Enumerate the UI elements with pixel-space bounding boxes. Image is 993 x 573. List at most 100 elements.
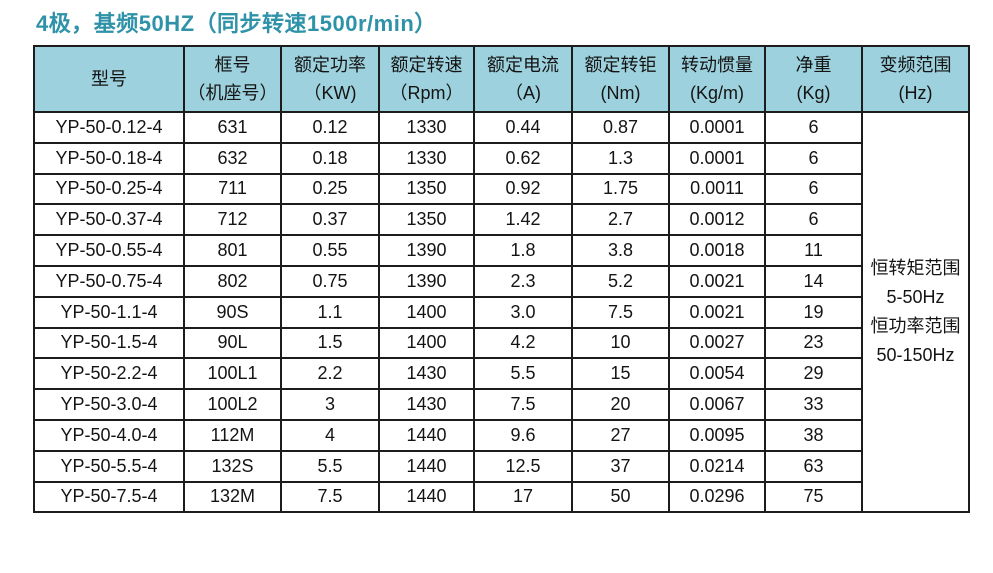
table-cell: YP-50-5.5-4 xyxy=(33,449,185,483)
column-header-rated-speed: 额定转速 （Rpm） xyxy=(378,45,475,113)
table-cell: 100L1 xyxy=(183,357,282,391)
table-cell: 0.0296 xyxy=(668,480,766,514)
table-row: YP-50-1.1-4 90S 1.1 1400 3.0 7.5 0.0021 19 xyxy=(33,295,969,329)
table-cell: 1.42 xyxy=(473,203,573,237)
table-row: YP-50-0.18-4 632 0.18 1330 0.62 1.3 0.0001 6 xyxy=(33,141,969,175)
header-label: 变频范围 xyxy=(879,55,952,75)
table-cell: 132M xyxy=(183,480,282,514)
table-cell: 0.0012 xyxy=(668,203,766,237)
table-cell: 0.0021 xyxy=(668,264,766,298)
table-cell: 5.5 xyxy=(473,357,573,391)
table-cell: 1.3 xyxy=(571,141,670,175)
table-cell: 712 xyxy=(183,203,282,237)
table-cell: 12.5 xyxy=(473,449,573,483)
table-cell: 19 xyxy=(764,295,863,329)
table-cell: 7.5 xyxy=(571,295,670,329)
motor-spec-page: 4极，基频50HZ（同步转速1500r/min） 型号 框号 （机座号） 额定功… xyxy=(0,9,993,573)
table-row: YP-50-1.5-4 90L 1.5 1400 4.2 10 0.0027 23 xyxy=(33,326,969,360)
table-cell: 1.5 xyxy=(280,326,380,360)
table-cell: 1400 xyxy=(378,295,475,329)
column-header-rated-power: 额定功率 （KW) xyxy=(280,45,380,113)
table-cell: 1390 xyxy=(378,264,475,298)
table-cell: 0.0054 xyxy=(668,357,766,391)
column-header-inertia: 转动惯量 (Kg/m) xyxy=(668,45,766,113)
column-header-net-weight: 净重 (Kg) xyxy=(764,45,863,113)
table-cell: 4.2 xyxy=(473,326,573,360)
table-cell: 0.37 xyxy=(280,203,380,237)
table-cell: YP-50-0.55-4 xyxy=(33,234,185,267)
table-cell: YP-50-2.2-4 xyxy=(33,357,185,391)
table-cell: 0.0214 xyxy=(668,449,766,483)
table-body: YP-50-0.12-4 631 0.12 1330 0.44 0.87 0.0001 6 恒转… xyxy=(33,110,970,514)
table-cell: 4 xyxy=(280,418,380,452)
table-cell: YP-50-3.0-4 xyxy=(33,388,185,421)
table-cell: 632 xyxy=(183,141,282,175)
table-cell: 711 xyxy=(183,172,282,206)
motor-spec-table: 型号 框号 （机座号） 额定功率 （KW) 额定转速 （Rpm） 额定电流 xyxy=(33,45,970,514)
column-header-frame: 框号 （机座号） xyxy=(183,45,282,113)
table-cell: 1430 xyxy=(378,357,475,391)
table-cell: 631 xyxy=(183,111,282,144)
table-cell: YP-50-4.0-4 xyxy=(33,418,185,452)
table-row: YP-50-0.12-4 631 0.12 1330 0.44 0.87 0.0001 6 恒转… xyxy=(33,110,970,514)
header-unit: (Kg/m) xyxy=(690,83,744,103)
table-row: YP-50-5.5-4 132S 5.5 1440 12.5 37 0.0214 63 xyxy=(33,449,969,483)
table-cell: 0.0027 xyxy=(668,326,766,360)
table-cell: 0.0001 xyxy=(668,111,766,144)
table-row: YP-50-0.25-4 711 0.25 1350 0.92 1.75 0.0011 6 xyxy=(33,172,969,206)
header-unit: （A) xyxy=(505,83,541,103)
table-cell: 5.5 xyxy=(280,449,380,483)
header-unit: (Kg) xyxy=(796,83,831,103)
table-cell: 132S xyxy=(183,449,282,483)
table-cell: 11 xyxy=(764,234,863,267)
table-cell: 3.8 xyxy=(571,234,670,267)
table-cell: 0.0095 xyxy=(668,418,766,452)
table-cell: YP-50-0.75-4 xyxy=(33,264,185,298)
table-cell: 1390 xyxy=(378,234,475,267)
table-row: YP-50-4.0-4 112M 4 1440 9.6 27 0.0095 38 xyxy=(33,418,969,452)
table-cell: 90L xyxy=(183,326,282,360)
table-cell: 1440 xyxy=(378,449,475,483)
table-cell: YP-50-1.1-4 xyxy=(33,295,185,329)
frequency-range-line: 5-50Hz xyxy=(886,287,945,308)
table-cell: YP-50-0.18-4 xyxy=(33,141,185,175)
table-cell: 0.12 xyxy=(280,111,380,144)
table-cell: 5.2 xyxy=(571,264,670,298)
column-header-rated-current: 额定电流 （A) xyxy=(473,45,573,113)
header-label: 额定转速 xyxy=(390,55,463,75)
table-cell: 0.0001 xyxy=(668,141,766,175)
table-cell: 75 xyxy=(764,480,863,514)
table-cell: YP-50-0.12-4 xyxy=(33,111,185,144)
header-label: 额定转钜 xyxy=(584,55,657,75)
table-cell: 1400 xyxy=(378,326,475,360)
table-cell: 33 xyxy=(764,388,863,421)
table-cell: 801 xyxy=(183,234,282,267)
table-cell: 50 xyxy=(571,480,670,514)
table-cell: 2.7 xyxy=(571,203,670,237)
table-cell: YP-50-7.5-4 xyxy=(33,480,185,514)
table-cell: 0.0011 xyxy=(668,172,766,206)
frequency-range-cell: 恒转矩范围 5-50Hz 恒功率范围 50-150Hz xyxy=(861,110,970,514)
table-cell: 0.75 xyxy=(280,264,380,298)
table-cell: 112M xyxy=(183,418,282,452)
table-cell: YP-50-0.37-4 xyxy=(33,203,185,237)
header-unit: （Rpm） xyxy=(389,83,464,103)
header-row: 型号 框号 （机座号） 额定功率 （KW) 额定转速 （Rpm） 额定电流 xyxy=(33,45,970,113)
table-cell: 2.3 xyxy=(473,264,573,298)
table-row: YP-50-0.75-4 802 0.75 1390 2.3 5.2 0.0021 14 xyxy=(33,264,969,298)
header-unit: (Nm) xyxy=(600,83,641,103)
table-cell: 37 xyxy=(571,449,670,483)
header-unit: （机座号） xyxy=(187,83,278,103)
page-title: 4极，基频50HZ（同步转速1500r/min） xyxy=(36,11,437,36)
header-label: 框号 xyxy=(214,55,251,75)
column-header-frequency-range: 变频范围 (Hz) xyxy=(861,45,970,113)
table-cell: 3.0 xyxy=(473,295,573,329)
table-cell: 0.25 xyxy=(280,172,380,206)
header-unit: (Hz) xyxy=(898,83,933,103)
table-cell: 17 xyxy=(473,480,573,514)
header-label: 转动惯量 xyxy=(681,55,753,75)
table-cell: 90S xyxy=(183,295,282,329)
header-label: 净重 xyxy=(795,55,832,75)
table-cell: 0.62 xyxy=(473,141,573,175)
table-cell: 0.87 xyxy=(571,111,670,144)
